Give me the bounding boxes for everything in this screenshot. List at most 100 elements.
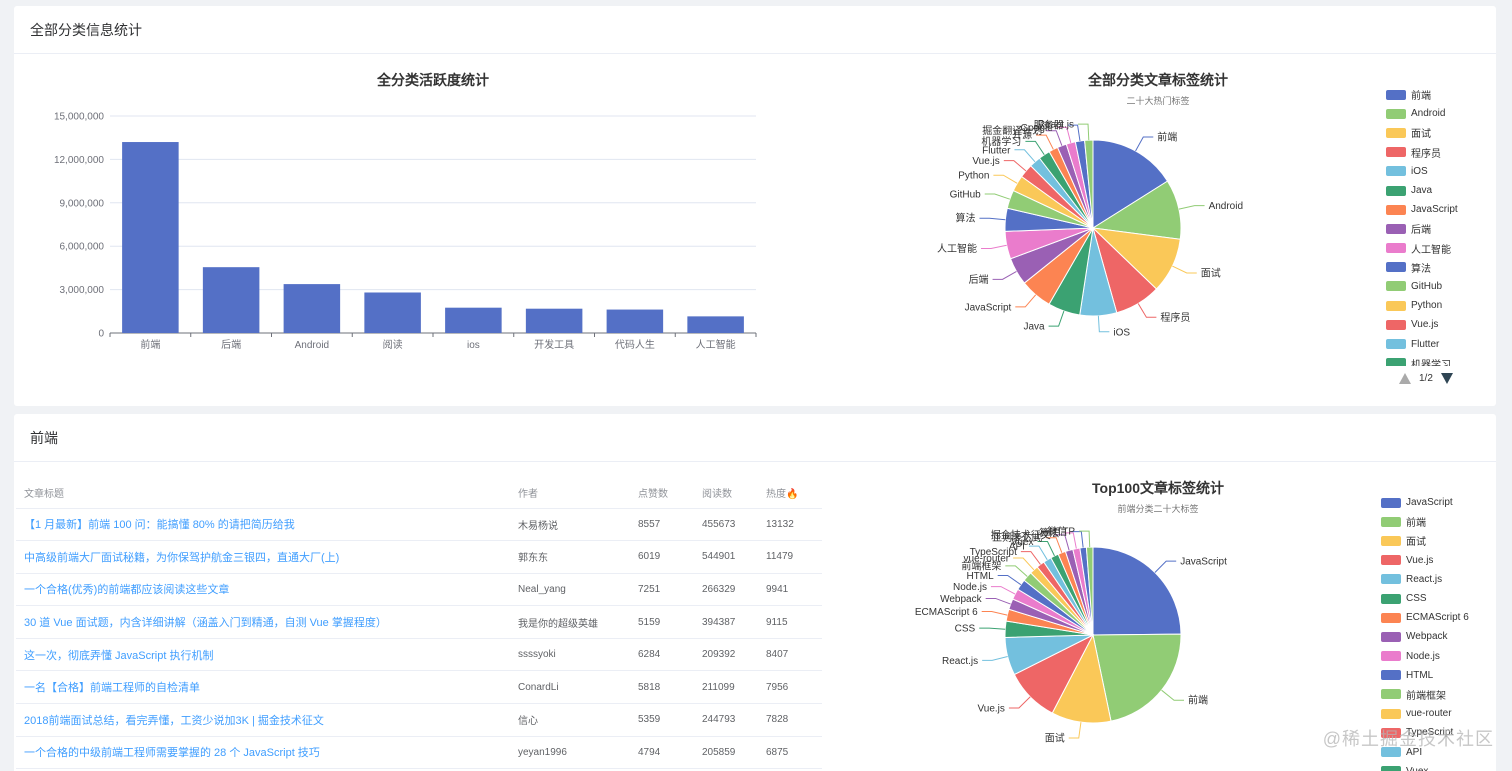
watermark: @稀土掘金技术社区 [1322, 729, 1494, 749]
pie-label: ECMAScript 6 [915, 607, 978, 618]
cell-title[interactable]: 【1 月最新】前端 100 问：能搞懂 80% 的请把简历给我 [16, 508, 510, 542]
legend-item[interactable]: ECMAScript 6 [1381, 608, 1469, 627]
legend-item[interactable]: 机器学习 [1386, 354, 1458, 366]
pie-title: Top100文章标签统计 [1092, 480, 1224, 496]
legend-item[interactable]: Android [1386, 104, 1458, 123]
cell-title[interactable]: 一个合格(优秀)的前端都应该阅读这些文章 [16, 573, 510, 607]
legend-item[interactable]: CSS [1381, 589, 1469, 608]
cell-views: 211099 [694, 670, 758, 705]
activity-bar-chart: 全分类活跃度统计 0 3,000,000 6,000,000 9,000,000 12,0… [54, 72, 757, 351]
legend-label: vue-router [1406, 708, 1452, 720]
table-row: 一个合格的中级前端工程师需要掌握的 28 个 JavaScript 技巧 yeya… [16, 736, 822, 770]
pie-label-line [979, 627, 1006, 630]
cell-title[interactable]: 一名【合格】前端工程师的自检清单 [16, 670, 510, 705]
pie-subtitle: 前端分类二十大标签 [1117, 503, 1198, 514]
x-tick-label: 人工智能 [696, 338, 736, 351]
legend-item[interactable]: Vue.js [1386, 315, 1458, 334]
pie-label-line [1097, 315, 1110, 333]
legend-item[interactable]: 前端 [1381, 512, 1469, 531]
legend-item[interactable]: React.js [1381, 570, 1469, 589]
legend-next-icon[interactable] [1440, 373, 1453, 384]
legend-label: 算法 [1411, 263, 1431, 275]
legend-swatch [1381, 574, 1401, 585]
legend-item[interactable]: Webpack [1381, 627, 1469, 646]
legend-item[interactable]: API [1381, 742, 1469, 761]
pie-label-line [1013, 557, 1035, 571]
legend-item[interactable]: Node.js [1381, 647, 1469, 666]
legend-swatch [1381, 555, 1401, 566]
table-row: 【1 月最新】前端 100 问：能搞懂 80% 的请把简历给我 木易杨说 8557 4… [16, 508, 822, 542]
pie-label: 服务器 [1034, 119, 1064, 132]
table-row: 一名【合格】前端工程师的自检清单 ConardLi 5818 211099 7956 [16, 670, 822, 705]
legend-item[interactable]: Java [1386, 181, 1458, 200]
pie-label: 正则表达式 [992, 531, 1042, 544]
cell-heat: 7828 [758, 703, 822, 737]
pie-slice-1 [1092, 633, 1182, 722]
legend-swatch [1386, 185, 1406, 196]
legend-label: HTML [1406, 669, 1434, 681]
pie-label: TypeScript [970, 547, 1017, 558]
cell-title[interactable]: 这一次，彻底弄懂 JavaScript 执行机制 [16, 638, 510, 672]
legend-label: 前端 [1411, 91, 1431, 103]
pie-label-line [1037, 540, 1055, 557]
legend-swatch [1386, 166, 1406, 177]
cell-title[interactable]: 30 道 Vue 面试题，内含详细讲解（涵盖入门到精通，自测 Vue 掌握程度） [16, 605, 510, 639]
legend-item[interactable]: vue-router [1381, 704, 1469, 723]
y-tick-label: 15,000,000 [54, 112, 104, 123]
bar-3 [364, 292, 421, 333]
legend-swatch [1381, 631, 1401, 642]
legend-item[interactable]: Vue.js [1381, 551, 1469, 570]
table-row: 一个合格(优秀)的前端都应该阅读这些文章 Neal_yang 7251 266329 9… [16, 573, 822, 607]
pie-label: HTML [966, 571, 994, 582]
col-title: 文章标题 [16, 478, 510, 509]
legend-item[interactable]: 面试 [1386, 123, 1458, 142]
legend-label: React.js [1406, 573, 1443, 585]
legend-item[interactable]: 人工智能 [1386, 239, 1458, 258]
y-tick-label: 0 [98, 329, 104, 340]
legend-label: 程序员 [1411, 148, 1441, 160]
pie-label-line [1048, 310, 1065, 327]
cell-title[interactable]: 2018前端面试总结，看完弄懂，工资少说加3K | 掘金技术征文 [16, 703, 510, 737]
pie-label: 机器学习 [981, 135, 1021, 148]
legend-item[interactable]: GitHub [1386, 277, 1458, 296]
pie-label-line [993, 174, 1018, 184]
card-header: 前端 [14, 414, 1496, 462]
legend-item[interactable]: 面试 [1381, 531, 1469, 550]
x-tick-label: ios [467, 340, 480, 351]
legend-item[interactable]: Python [1386, 296, 1458, 315]
legend-item[interactable]: Flutter [1386, 334, 1458, 353]
legend-item[interactable]: 算法 [1386, 258, 1458, 277]
cell-title[interactable]: 中高级前端大厂面试秘籍，为你保驾护航金三银四，直通大厂(上) [16, 540, 510, 574]
cell-heat: 11479 [758, 540, 822, 574]
cell-heat: 8407 [758, 638, 822, 672]
legend-item[interactable]: Vuex [1381, 762, 1469, 771]
pie2-legend: JavaScript 前端 面试 Vue.js React.js CSS ECMAScrip… [1381, 493, 1469, 771]
legend-item[interactable]: 前端框架 [1381, 685, 1469, 704]
legend-item[interactable]: 前端 [1386, 85, 1458, 104]
legend-item[interactable]: iOS [1386, 162, 1458, 181]
cell-views: 394387 [694, 605, 758, 639]
cell-author: ssssyoki [510, 638, 630, 672]
cell-title[interactable]: 一个合格的中级前端工程师需要掌握的 28 个 JavaScript 技巧 [16, 736, 510, 770]
legend-item[interactable]: 后端 [1386, 219, 1458, 238]
legend-swatch [1381, 708, 1401, 719]
cell-heat: 7956 [758, 670, 822, 705]
cell-author: 木易杨说 [510, 508, 630, 542]
pie-label: JavaScript [965, 302, 1012, 313]
pie-label: React.js [1038, 120, 1074, 131]
table-row: 中高级前端大厂面试秘籍，为你保驾护航金三银四，直通大厂(上) 郭东东 6019 544… [16, 540, 822, 574]
legend-item[interactable]: JavaScript [1386, 200, 1458, 219]
bar-7 [687, 316, 744, 333]
pie1-legend: 前端 Android 面试程序员 iOS Java JavaScript 后端 人工智能算法 G… [1386, 85, 1458, 366]
legend-swatch [1386, 127, 1406, 138]
legend-item[interactable]: TypeScript [1381, 723, 1469, 742]
pie-slice-0 [1092, 546, 1182, 636]
pie-label: 算法 [1039, 526, 1059, 539]
legend-item[interactable]: HTML [1381, 666, 1469, 685]
legend-item[interactable]: JavaScript [1381, 493, 1469, 512]
y-tick-label: 6,000,000 [60, 242, 105, 253]
legend-item[interactable]: 程序员 [1386, 143, 1458, 162]
legend-prev-icon[interactable] [1399, 373, 1411, 384]
pie-label: 掘金翻译计划 [982, 124, 1042, 137]
